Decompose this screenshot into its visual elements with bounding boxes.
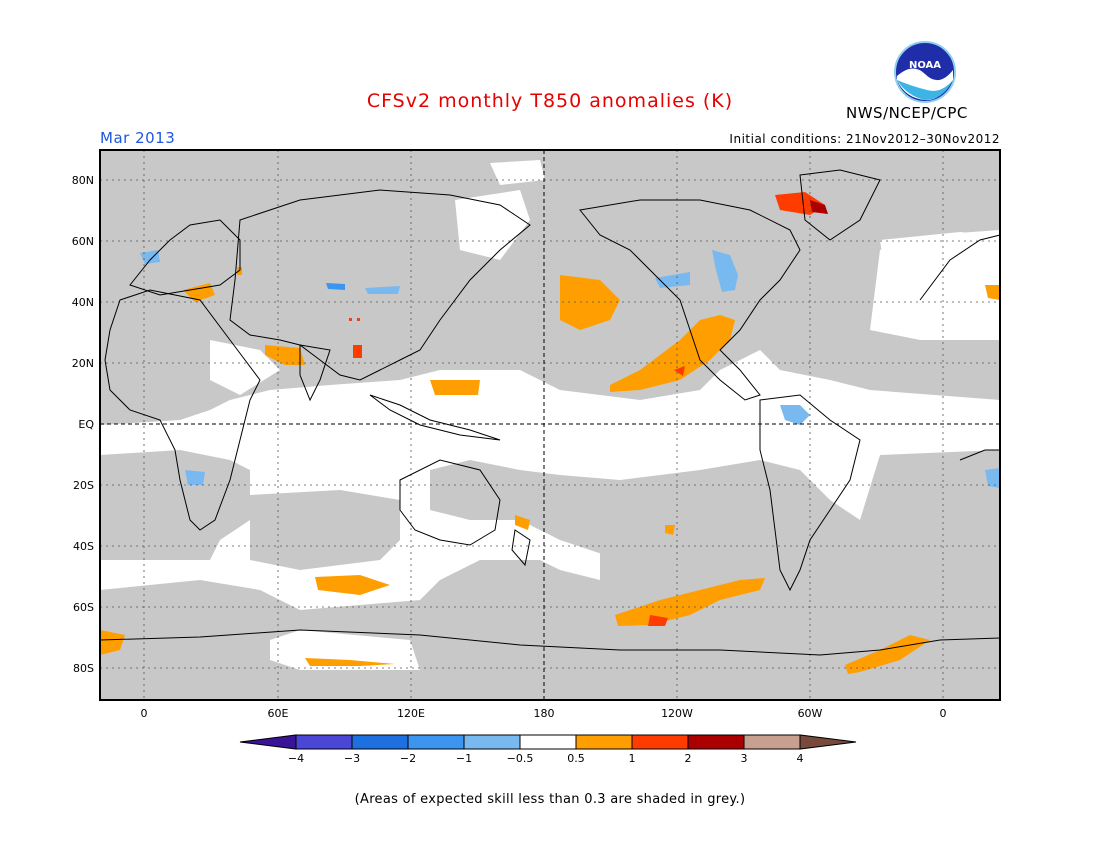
colorbar-tick-label: −3 bbox=[344, 752, 360, 765]
lat-label: 60N bbox=[72, 235, 94, 248]
lon-label: 60E bbox=[268, 707, 289, 720]
colorbar-tick-label: 1 bbox=[629, 752, 636, 765]
lat-label: 20N bbox=[72, 357, 94, 370]
lat-label: 60S bbox=[73, 601, 94, 614]
chart-title: CFSv2 monthly T850 anomalies (K) bbox=[366, 90, 734, 112]
forecast-month: Mar 2013 bbox=[100, 129, 176, 147]
latitude-labels: 80N 60N 40N 20N EQ 20S 40S 60S 80S bbox=[72, 174, 95, 675]
noaa-logo: NOAA bbox=[894, 41, 956, 103]
lat-label: 20S bbox=[73, 479, 94, 492]
colorbar-segment bbox=[407, 734, 465, 750]
map-frame bbox=[99, 149, 1001, 701]
lon-label: 60W bbox=[798, 707, 823, 720]
colorbar-tick-label: −0.5 bbox=[507, 752, 534, 765]
colorbar-segment bbox=[351, 734, 409, 750]
logo-text: NOAA bbox=[909, 60, 941, 71]
lat-label: EQ bbox=[78, 418, 94, 431]
cold-anomalies bbox=[140, 250, 1000, 488]
lon-label: 0 bbox=[940, 707, 947, 720]
lat-label: 80S bbox=[73, 662, 94, 675]
skill-note: (Areas of expected skill less than 0.3 a… bbox=[354, 792, 746, 807]
colorbar-tick-label: −2 bbox=[400, 752, 416, 765]
colorbar-tick-label: −1 bbox=[456, 752, 472, 765]
lat-label: 40N bbox=[72, 296, 94, 309]
initial-conditions: Initial conditions: 21Nov2012–30Nov2012 bbox=[729, 132, 1000, 146]
colorbar-segment bbox=[631, 734, 689, 750]
low-skill-shading bbox=[100, 150, 1000, 700]
lat-label: 40S bbox=[73, 540, 94, 553]
lon-label: 120W bbox=[661, 707, 693, 720]
lon-label: 180 bbox=[534, 707, 555, 720]
lon-label: 120E bbox=[397, 707, 425, 720]
colorbar-segment bbox=[799, 734, 857, 750]
colorbar-segment bbox=[687, 734, 745, 750]
colorbar-segment bbox=[295, 734, 353, 750]
coastlines bbox=[99, 169, 1001, 656]
colorbar-tick-label: 2 bbox=[685, 752, 692, 765]
colorbar-segment bbox=[519, 734, 577, 750]
colorbar: −4 −3 −2 −1 −0.5 0.5 1 2 3 4 bbox=[239, 734, 857, 765]
agency-label: NWS/NCEP/CPC bbox=[846, 104, 968, 122]
colorbar-segment bbox=[463, 734, 521, 750]
colorbar-segment bbox=[575, 734, 633, 750]
colorbar-segment bbox=[743, 734, 801, 750]
colorbar-tick-label: 0.5 bbox=[567, 752, 585, 765]
lat-label: 80N bbox=[72, 174, 94, 187]
colorbar-tick-label: −4 bbox=[288, 752, 304, 765]
colorbar-tick-label: 4 bbox=[797, 752, 804, 765]
colorbar-segment bbox=[239, 734, 297, 750]
lon-label: 0 bbox=[141, 707, 148, 720]
colorbar-tick-label: 3 bbox=[741, 752, 748, 765]
longitude-labels: 0 60E 120E 180 120W 60W 0 bbox=[141, 707, 947, 720]
